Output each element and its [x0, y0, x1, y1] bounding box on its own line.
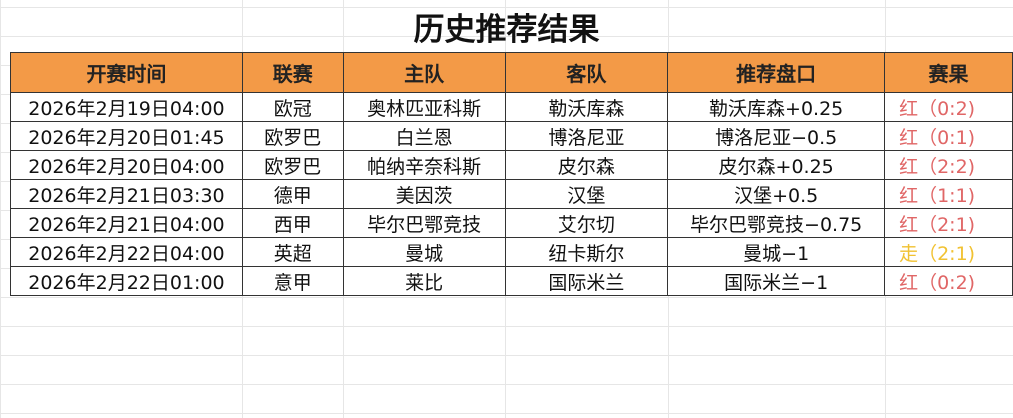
result-cell[interactable]: 红（0:2) — [884, 266, 1013, 296]
recommended-line-cell[interactable]: 曼城−1 — [667, 237, 886, 267]
result-cell[interactable]: 红（2:2) — [884, 150, 1013, 180]
league-cell[interactable]: 西甲 — [241, 208, 344, 238]
table-row: 2026年2月19日04:00 欧冠 奥林匹亚科斯 勒沃库森 勒沃库森+0.25 红（0:… — [10, 92, 1013, 122]
away-team-cell[interactable]: 纽卡斯尔 — [504, 237, 669, 267]
table-row: 2026年2月20日01:45 欧罗巴 白兰恩 博洛尼亚 博洛尼亚−0.5 红（0:1) — [10, 121, 1013, 151]
page-title: 历史推荐结果 — [413, 12, 600, 48]
result-cell[interactable]: 红（0:1) — [884, 121, 1013, 151]
recommended-line-cell[interactable]: 毕尔巴鄂竞技−0.75 — [667, 208, 886, 238]
match-time-cell[interactable]: 2026年2月21日03:30 — [10, 179, 243, 209]
table-row: 2026年2月22日01:00 意甲 莱比 国际米兰 国际米兰−1 红（0:2) — [10, 266, 1013, 296]
header-cell[interactable]: 主队 — [342, 52, 506, 93]
league-cell[interactable]: 欧罗巴 — [241, 121, 344, 151]
table-row: 2026年2月21日03:30 德甲 美因茨 汉堡 汉堡+0.5 红（1:1) — [10, 179, 1013, 209]
home-team-cell[interactable]: 帕纳辛奈科斯 — [342, 150, 506, 180]
league-cell[interactable]: 德甲 — [241, 179, 344, 209]
header-cell[interactable]: 客队 — [504, 52, 669, 93]
away-team-cell[interactable]: 国际米兰 — [504, 266, 669, 296]
match-time-cell[interactable]: 2026年2月22日04:00 — [10, 237, 243, 267]
away-team-cell[interactable]: 勒沃库森 — [504, 92, 669, 122]
result-cell[interactable]: 红（0:2) — [884, 92, 1013, 122]
match-time-cell[interactable]: 2026年2月20日01:45 — [10, 121, 243, 151]
home-team-cell[interactable]: 奥林匹亚科斯 — [342, 92, 506, 122]
away-team-cell[interactable]: 汉堡 — [504, 179, 669, 209]
header-row: 开赛时间 联赛 主队 客队 推荐盘口 赛果 — [10, 52, 1013, 93]
away-team-cell[interactable]: 皮尔森 — [504, 150, 669, 180]
result-cell[interactable]: 红（2:1) — [884, 208, 1013, 238]
table-row: 2026年2月21日04:00 西甲 毕尔巴鄂竞技 艾尔切 毕尔巴鄂竞技−0.75 红（2… — [10, 208, 1013, 238]
header-cell[interactable]: 联赛 — [241, 52, 344, 93]
result-cell[interactable]: 红（1:1) — [884, 179, 1013, 209]
league-cell[interactable]: 英超 — [241, 237, 344, 267]
away-team-cell[interactable]: 博洛尼亚 — [504, 121, 669, 151]
home-team-cell[interactable]: 曼城 — [342, 237, 506, 267]
header-cell[interactable]: 开赛时间 — [10, 52, 243, 93]
home-team-cell[interactable]: 美因茨 — [342, 179, 506, 209]
match-time-cell[interactable]: 2026年2月21日04:00 — [10, 208, 243, 238]
home-team-cell[interactable]: 白兰恩 — [342, 121, 506, 151]
table-row: 2026年2月22日04:00 英超 曼城 纽卡斯尔 曼城−1 走（2:1) — [10, 237, 1013, 267]
match-time-cell[interactable]: 2026年2月19日04:00 — [10, 92, 243, 122]
home-team-cell[interactable]: 莱比 — [342, 266, 506, 296]
recommended-line-cell[interactable]: 国际米兰−1 — [667, 266, 886, 296]
recommended-line-cell[interactable]: 皮尔森+0.25 — [667, 150, 886, 180]
home-team-cell[interactable]: 毕尔巴鄂竞技 — [342, 208, 506, 238]
match-time-cell[interactable]: 2026年2月20日04:00 — [10, 150, 243, 180]
recommended-line-cell[interactable]: 博洛尼亚−0.5 — [667, 121, 886, 151]
table-row: 2026年2月20日04:00 欧罗巴 帕纳辛奈科斯 皮尔森 皮尔森+0.25 红（2:2… — [10, 150, 1013, 180]
header-cell[interactable]: 推荐盘口 — [667, 52, 886, 93]
recommended-line-cell[interactable]: 勒沃库森+0.25 — [667, 92, 886, 122]
league-cell[interactable]: 欧罗巴 — [241, 150, 344, 180]
header-cell[interactable]: 赛果 — [884, 52, 1013, 93]
match-time-cell[interactable]: 2026年2月22日01:00 — [10, 266, 243, 296]
recommended-line-cell[interactable]: 汉堡+0.5 — [667, 179, 886, 209]
results-table: 开赛时间 联赛 主队 客队 推荐盘口 赛果 2026年2月19日04:00 欧冠奥… — [10, 52, 1013, 296]
result-cell[interactable]: 走（2:1) — [884, 237, 1013, 267]
away-team-cell[interactable]: 艾尔切 — [504, 208, 669, 238]
league-cell[interactable]: 意甲 — [241, 266, 344, 296]
league-cell[interactable]: 欧冠 — [241, 92, 344, 122]
